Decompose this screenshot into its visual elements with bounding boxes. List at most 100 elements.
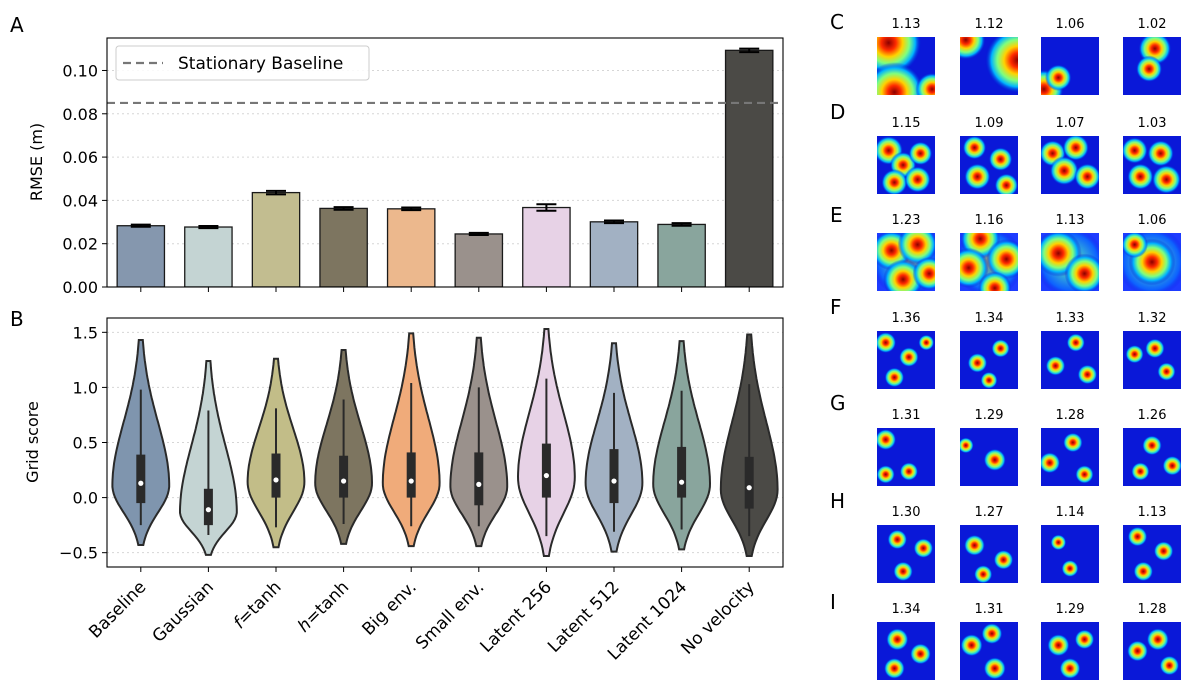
grid-score-y-ticks: −0.5 0.0 0.5 1.0 1.5 — [59, 323, 107, 563]
rate-map-field — [960, 247, 989, 288]
rmse-bar — [386, 208, 436, 287]
rmse-legend: Stationary Baseline — [115, 45, 370, 81]
rate-map-field — [897, 233, 935, 265]
rmse-y-tick-label: 0.10 — [62, 61, 98, 80]
rate-map — [1041, 233, 1099, 291]
category-label: No velocity — [677, 577, 758, 658]
category-label: f=tanh — [230, 577, 286, 633]
violin-median-dot — [273, 477, 279, 483]
rate-map-field — [912, 256, 935, 291]
rate-map — [1123, 331, 1181, 389]
rate-map-score: 1.03 — [1138, 116, 1167, 131]
rate-map — [1123, 233, 1181, 291]
rate-map-field — [1123, 233, 1148, 258]
rate-map-field — [1074, 629, 1095, 650]
rate-map-field — [1131, 462, 1150, 481]
grid-score-violin-chart: −0.5 0.0 0.5 1.0 1.5 Grid score — [23, 317, 784, 572]
panel-label-h: H — [830, 489, 845, 513]
rate-map-field — [1075, 465, 1094, 484]
rate-map-score: 1.06 — [1138, 213, 1167, 228]
rate-map-score: 1.32 — [1138, 311, 1167, 326]
rate-map-field — [915, 72, 935, 95]
panel-label-e: E — [830, 203, 843, 227]
violin-median-dot — [408, 478, 414, 484]
rate-map-field — [960, 633, 983, 657]
rate-map-field — [981, 622, 1003, 645]
violin-median-dot — [611, 478, 617, 484]
rate-map-field — [983, 657, 1007, 680]
rmse-bar — [724, 49, 774, 287]
rate-map-score: 1.02 — [1138, 17, 1167, 32]
rate-map — [1041, 428, 1099, 486]
rate-map-field — [1147, 140, 1175, 167]
rate-map-field — [877, 62, 925, 95]
rmse-bar — [522, 206, 571, 287]
rate-map-field — [1127, 526, 1148, 547]
rate-map — [1123, 428, 1181, 486]
rate-map-field — [1064, 253, 1099, 291]
rate-map — [877, 428, 935, 486]
rate-map-field — [1061, 559, 1079, 578]
rate-map — [1123, 37, 1181, 95]
rate-map-field — [960, 37, 986, 60]
rate-map-field — [984, 37, 1018, 94]
rate-map — [877, 136, 935, 194]
rate-map-score: 1.06 — [1056, 17, 1085, 32]
rate-map — [1041, 37, 1099, 95]
rate-map — [960, 136, 1018, 194]
rate-map-field — [1074, 163, 1099, 190]
violin-median-dot — [138, 480, 144, 486]
rate-map-field — [1157, 362, 1176, 381]
rate-map-score: 1.36 — [892, 311, 921, 326]
rate-map-field — [1133, 561, 1154, 582]
rate-map-field — [1062, 432, 1083, 453]
rate-map-field — [1127, 163, 1154, 190]
rate-map — [1123, 622, 1181, 680]
panel-label-b: B — [10, 307, 24, 331]
rate-map-score: 1.14 — [1056, 505, 1085, 520]
grid-score-violins — [111, 328, 779, 557]
rate-map — [960, 622, 1018, 680]
rate-map-score: 1.31 — [975, 602, 1004, 617]
panel-label-f: F — [830, 295, 842, 319]
rate-map — [1041, 331, 1099, 389]
rmse-bar — [589, 221, 639, 287]
rate-map-score: 1.33 — [1056, 311, 1085, 326]
rate-map-field — [963, 534, 986, 556]
violin-median-dot — [679, 479, 685, 485]
rate-map — [1041, 525, 1099, 583]
rate-map-field — [877, 331, 897, 354]
rate-map-field — [1123, 137, 1148, 164]
rate-map-score: 1.23 — [892, 213, 921, 228]
violin-iqr-box — [474, 452, 484, 506]
panel-label-d: D — [830, 100, 845, 124]
rate-map-field — [1135, 55, 1163, 83]
category-label: Latent 256 — [477, 577, 556, 656]
rate-map — [877, 622, 935, 680]
rate-map-score: 1.15 — [892, 116, 921, 131]
rate-map-field — [877, 465, 896, 484]
rate-map — [1041, 136, 1099, 194]
rate-map — [1041, 622, 1099, 680]
rate-map — [1123, 525, 1181, 583]
rate-map-field — [913, 538, 934, 559]
rate-map-field — [967, 352, 988, 373]
violin-median-dot — [746, 485, 752, 491]
legend-stationary-baseline-label: Stationary Baseline — [178, 54, 343, 74]
rate-map-field — [1162, 455, 1181, 476]
rate-map-score: 1.13 — [892, 17, 921, 32]
rate-map-score: 1.28 — [1138, 602, 1167, 617]
rate-map-field — [991, 339, 1010, 358]
rate-map-score: 1.29 — [1056, 602, 1085, 617]
rate-map-field — [883, 259, 924, 291]
rmse-bar — [116, 225, 166, 287]
rmse-bar — [454, 233, 504, 287]
rate-map — [960, 331, 1018, 389]
rate-map — [960, 37, 1018, 95]
rate-map-field — [1045, 64, 1072, 91]
rate-map-field — [978, 271, 1012, 291]
rate-map — [960, 233, 1018, 291]
rate-map-field — [1045, 355, 1066, 376]
rate-map-score: 1.09 — [975, 116, 1004, 131]
rmse-y-tick-label: 0.00 — [62, 278, 98, 297]
